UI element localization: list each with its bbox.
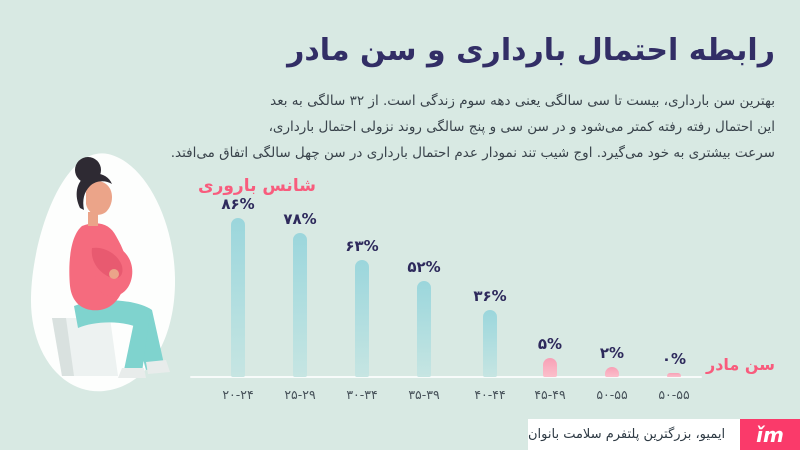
series-label-fertility-chance: شانس باروری	[198, 176, 316, 196]
intro-line-1: بهترین سن بارداری، بیست تا سی سالگی یعنی…	[270, 93, 775, 109]
bar-value-label: ۶۳%	[345, 237, 379, 255]
bar-value-label: ۳۶%	[473, 287, 507, 305]
bar-group-50-55-b: ۰% ۵۰-۵۵	[643, 350, 705, 402]
bar-group-45-49: ۵% ۴۵-۴۹	[519, 335, 581, 402]
hair-bun-shape	[75, 157, 101, 183]
bar-group-25-29: ۷۸% ۲۵-۲۹	[269, 210, 331, 402]
pregnant-woman-illustration	[30, 153, 176, 392]
bar-value-label: ۸۶%	[221, 195, 255, 213]
imioo-logo: ǐm	[740, 419, 800, 450]
head-shape	[86, 181, 112, 215]
bar-value-label: ۰%	[661, 350, 687, 368]
bar-group-40-44: ۳۶% ۴۰-۴۴	[459, 287, 521, 402]
x-axis-line	[190, 376, 702, 378]
bar	[293, 233, 307, 377]
bar	[417, 281, 431, 377]
bar	[231, 218, 245, 377]
intro-line-3: سرعت بیشتری به خود می‌گیرد. اوج شیب تند …	[170, 145, 775, 161]
bar-category-label: ۴۵-۴۹	[534, 387, 566, 402]
bar	[605, 367, 619, 377]
intro-paragraph: بهترین سن بارداری، بیست تا سی سالگی یعنی…	[140, 88, 775, 166]
bar-category-label: ۲۰-۲۴	[222, 387, 254, 402]
bar-value-label: ۷۸%	[283, 210, 317, 228]
bar-group-30-34: ۶۳% ۳۰-۳۴	[331, 237, 393, 402]
x-axis-label-mother-age: سن مادر	[706, 355, 776, 374]
bar	[667, 373, 681, 377]
bar-category-label: ۴۰-۴۴	[474, 387, 506, 402]
bar-group-35-39: ۵۲% ۳۵-۳۹	[393, 258, 455, 402]
bar	[543, 358, 557, 377]
bar-group-20-24: ۸۶% ۲۰-۲۴	[207, 195, 269, 402]
bar-category-label: ۲۵-۲۹	[284, 387, 316, 402]
bar-category-label: ۵۰-۵۵	[596, 387, 628, 402]
bar-category-label: ۳۰-۳۴	[346, 387, 378, 402]
footer-credit-text: ایمیو، بزرگترین پلتفرم سلامت بانوان	[528, 427, 726, 442]
footer-credit-strip: ایمیو، بزرگترین پلتفرم سلامت بانوان	[528, 419, 740, 450]
hand-shape	[109, 269, 119, 279]
page-title: رابطه احتمال بارداری و سن مادر	[287, 33, 775, 68]
bar-value-label: ۲%	[599, 344, 625, 362]
intro-line-2: این احتمال رفته رفته کمتر می‌شود و در سن…	[268, 119, 775, 135]
shoe-2-shape	[146, 360, 170, 374]
shoe-1-shape	[118, 368, 146, 378]
bar-value-label: ۵%	[537, 335, 563, 353]
bar-category-label: ۵۰-۵۵	[658, 387, 690, 402]
neck-shape	[88, 212, 98, 226]
bar-category-label: ۳۵-۳۹	[408, 387, 440, 402]
imioo-logo-text: ǐm	[756, 422, 784, 447]
bar	[355, 260, 369, 377]
shin-shape	[124, 316, 150, 372]
bar-value-label: ۵۲%	[407, 258, 441, 276]
bar	[483, 310, 497, 377]
bar-group-50-55: ۲% ۵۰-۵۵	[581, 344, 643, 402]
stool-side-shape	[52, 318, 74, 376]
